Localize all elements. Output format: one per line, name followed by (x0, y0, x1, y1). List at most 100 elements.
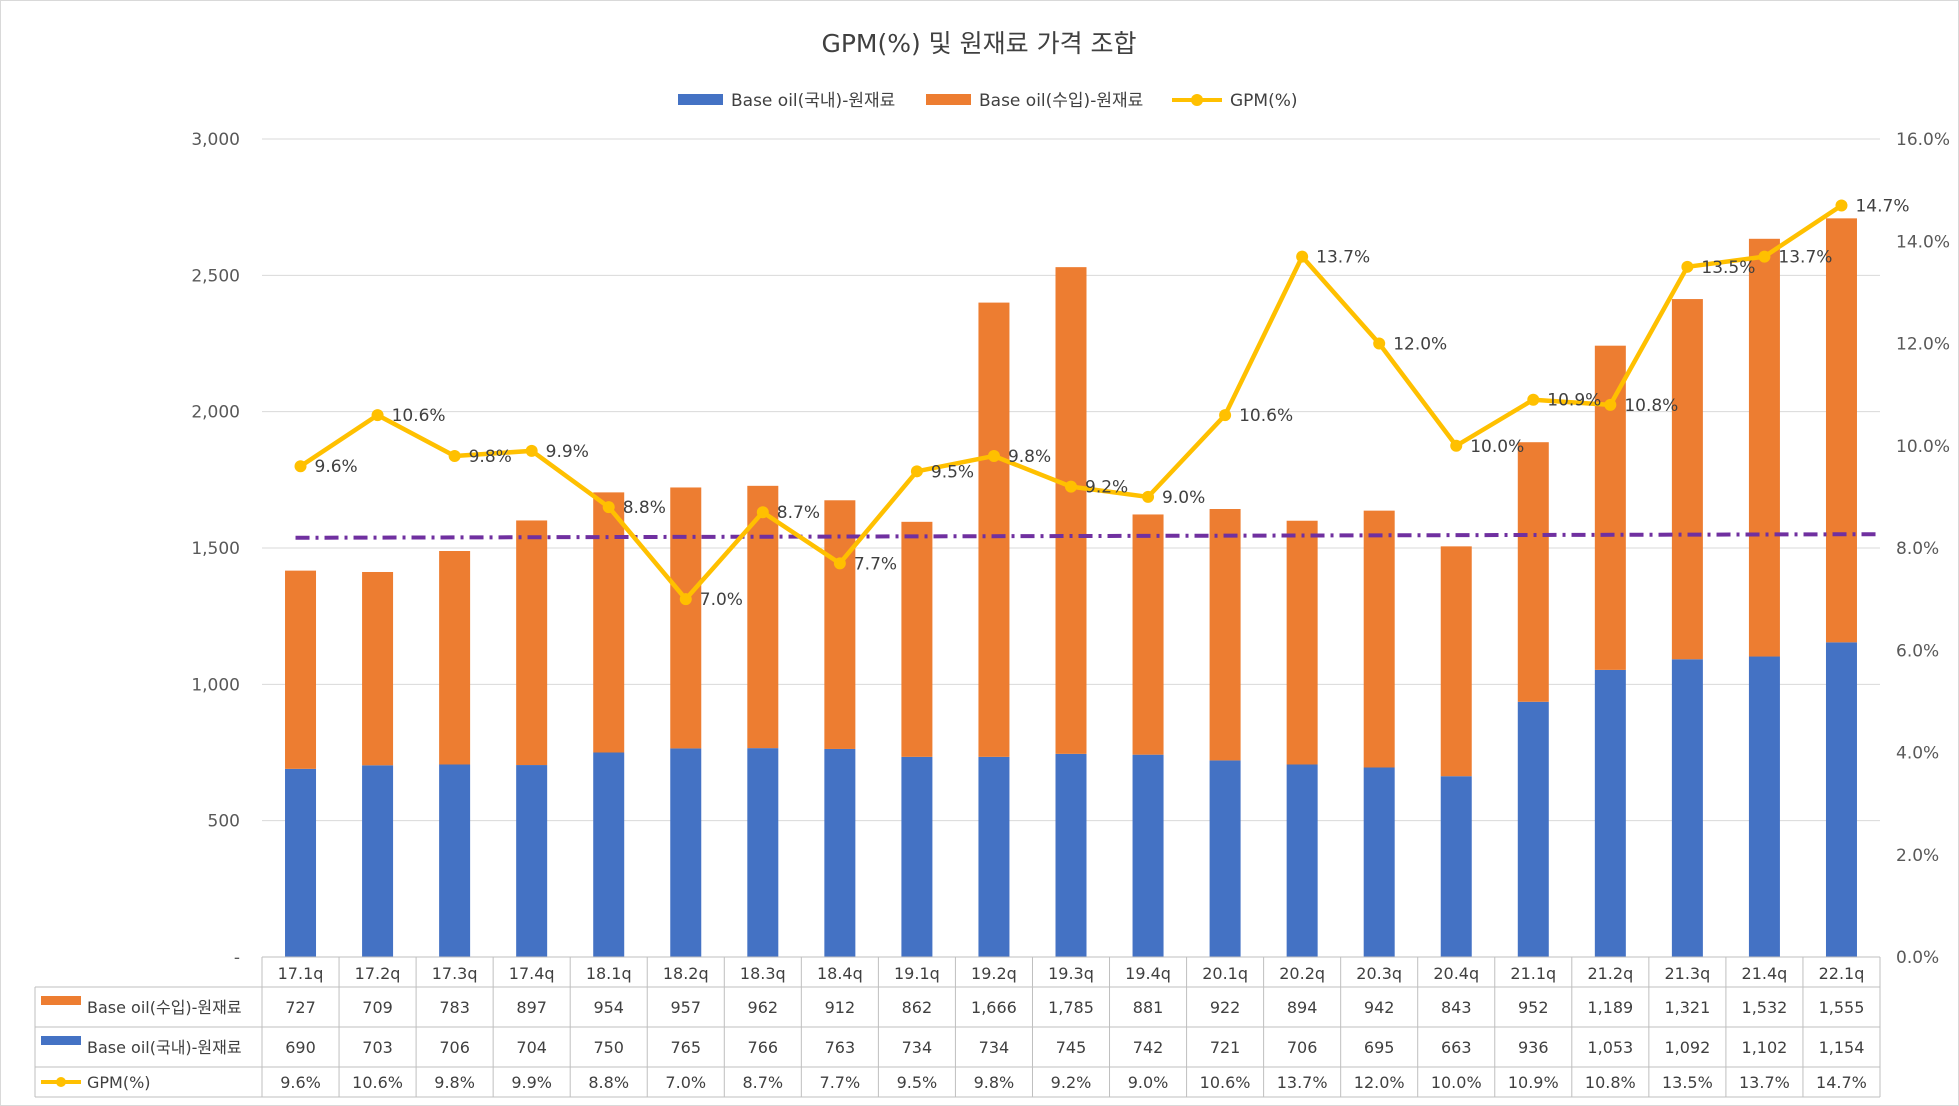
gpm-point-21.1q (1527, 393, 1540, 406)
bar-domestic-17.1q (285, 768, 317, 957)
left-tick-label: 1,000 (191, 675, 240, 695)
table-cell: 962 (748, 998, 779, 1017)
table-cell: 936 (1518, 1038, 1549, 1057)
table-cell: 942 (1364, 998, 1395, 1017)
bar-domestic-17.4q (516, 765, 548, 957)
right-tick-label: 0.0% (1896, 948, 1939, 968)
table-cell: 745 (1056, 1038, 1087, 1057)
table-cell: 1,189 (1587, 998, 1633, 1017)
legend-label-3: GPM(%) (1230, 91, 1298, 111)
table-cell: 922 (1210, 998, 1241, 1017)
left-tick-label: 1,500 (191, 539, 240, 559)
table-cell: 14.7% (1816, 1073, 1867, 1092)
legend: Base oil(국내)-원재료 Base oil(수입)-원재료 GPM(%) (678, 91, 1298, 111)
x-tick-label: 21.3q (1664, 964, 1710, 983)
bar-imported-20.1q (1209, 509, 1241, 761)
table-cell: 894 (1287, 998, 1318, 1017)
table-cell: 721 (1210, 1038, 1241, 1057)
bar-imported-17.4q (516, 520, 548, 766)
table-cell: 13.7% (1739, 1073, 1790, 1092)
gpm-data-label: 9.2% (1085, 478, 1128, 498)
table-cell: 8.8% (588, 1073, 629, 1092)
bar-domestic-18.1q (593, 752, 625, 957)
gpm-point-17.1q (294, 460, 307, 473)
bar-imported-19.4q (1132, 514, 1164, 755)
table-cell: 1,053 (1587, 1038, 1633, 1057)
x-tick-label: 18.4q (817, 964, 863, 983)
gpm-data-label: 10.6% (392, 406, 446, 426)
table-cell: 8.7% (742, 1073, 783, 1092)
bar-imported-18.4q (824, 500, 856, 749)
table-cell: 706 (1287, 1038, 1318, 1057)
gpm-data-label: 9.0% (1162, 488, 1205, 508)
gpm-point-18.3q (756, 506, 769, 519)
chart-title: GPM(%) 및 원재료 가격 조합 (821, 29, 1136, 58)
x-tick-label: 19.4q (1125, 964, 1171, 983)
x-tick-label: 22.1q (1819, 964, 1865, 983)
bar-imported-18.1q (593, 492, 625, 753)
gpm-data-label: 9.6% (315, 457, 358, 477)
gpm-data-label: 10.0% (1470, 437, 1524, 457)
gpm-data-label: 10.8% (1624, 396, 1678, 416)
bar-imported-21.1q (1517, 442, 1549, 702)
gpm-data-label: 13.7% (1316, 248, 1370, 268)
x-tick-label: 20.1q (1202, 964, 1248, 983)
gpm-point-20.2q (1296, 250, 1309, 263)
x-tick-label: 20.4q (1433, 964, 1479, 983)
right-tick-label: 2.0% (1896, 846, 1939, 866)
table-cell: 1,321 (1664, 998, 1710, 1017)
left-tick-label: - (234, 948, 240, 968)
gpm-data-label: 9.8% (469, 447, 512, 467)
gpm-data-label: 14.7% (1855, 196, 1909, 216)
gpm-data-label: 13.5% (1701, 258, 1755, 278)
legend-swatch-2 (926, 94, 971, 105)
gpm-point-18.4q (833, 557, 846, 570)
gpm-data-label: 7.0% (700, 590, 743, 610)
gpm-point-20.1q (1219, 409, 1232, 422)
gpm-point-19.1q (910, 465, 923, 478)
table-cell: 734 (902, 1038, 933, 1057)
table-cell: 703 (362, 1038, 393, 1057)
gpm-data-label: 8.8% (623, 498, 666, 518)
bar-domestic-20.1q (1209, 760, 1241, 957)
right-tick-label: 10.0% (1896, 437, 1950, 457)
bar-imported-21.3q (1671, 299, 1703, 660)
table-cell: 709 (362, 998, 393, 1017)
table-row-swatch (41, 996, 81, 1005)
table-cell: 13.7% (1277, 1073, 1328, 1092)
table-cell: 10.0% (1431, 1073, 1482, 1092)
table-cell: 952 (1518, 998, 1549, 1017)
gpm-point-21.3q (1681, 260, 1694, 273)
table-row-label: Base oil(수입)-원재료 (87, 998, 242, 1017)
gpm-data-label: 10.6% (1239, 406, 1293, 426)
x-tick-label: 21.4q (1742, 964, 1788, 983)
table-cell: 7.0% (665, 1073, 706, 1092)
table-cell: 9.0% (1128, 1073, 1169, 1092)
table-row-label: GPM(%) (87, 1073, 151, 1092)
trendline (295, 532, 1881, 540)
table-cell: 9.9% (511, 1073, 552, 1092)
table-cell: 957 (670, 998, 701, 1017)
left-tick-label: 2,000 (191, 403, 240, 423)
left-axis: - 500 1,000 1,500 2,000 2,500 3,000 (191, 130, 240, 968)
table-cell: 10.9% (1508, 1073, 1559, 1092)
gpm-data-label: 9.8% (1008, 447, 1051, 467)
x-tick-label: 19.2q (971, 964, 1017, 983)
table-cell: 13.5% (1662, 1073, 1713, 1092)
left-tick-label: 2,500 (191, 266, 240, 286)
bar-imported-18.3q (747, 485, 779, 749)
bar-domestic-17.3q (439, 764, 471, 957)
bar-imported-17.1q (285, 570, 317, 769)
table-cell: 663 (1441, 1038, 1472, 1057)
table-cell: 881 (1133, 998, 1164, 1017)
gpm-point-19.3q (1065, 480, 1077, 493)
trendline-path (295, 532, 1881, 540)
table-cell: 912 (825, 998, 856, 1017)
table-cell: 750 (593, 1038, 624, 1057)
bar-domestic-19.4q (1132, 754, 1164, 957)
table-cell: 10.6% (352, 1073, 403, 1092)
gpm-data-label: 7.7% (854, 554, 897, 574)
table-cell: 9.8% (434, 1073, 475, 1092)
table-cell: 9.6% (280, 1073, 321, 1092)
